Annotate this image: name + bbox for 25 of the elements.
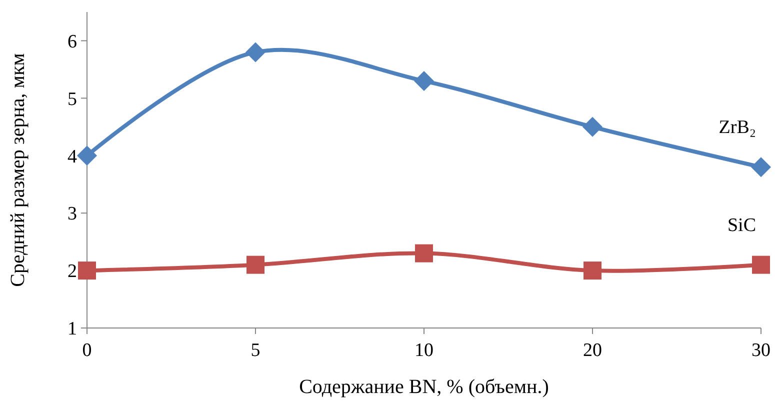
y-axis-title: Средний размер зерна, мкм [7, 52, 29, 287]
y-tick-label: 1 [68, 318, 77, 340]
point [582, 116, 602, 137]
point [246, 256, 264, 274]
point [584, 262, 602, 280]
y-tick-label: 6 [68, 31, 77, 52]
point [752, 256, 770, 274]
point [78, 262, 96, 280]
series-label: ZrB₂ [718, 117, 756, 138]
x-tick-label: 10 [414, 340, 434, 361]
x-tick-label: 30 [752, 340, 770, 361]
y-tick-label: 5 [68, 88, 77, 110]
y-tick-label: 4 [68, 146, 78, 168]
point [77, 146, 97, 166]
x-axis-title: Содержание BN, % (объемн.) [299, 376, 549, 398]
x-tick-label: 5 [250, 340, 260, 361]
point [415, 244, 433, 262]
x-tick-label: 20 [583, 340, 602, 361]
series-label: SiC [727, 214, 756, 236]
y-tick-label: 2 [68, 261, 77, 282]
x-tick-label: 0 [82, 340, 92, 361]
point [246, 42, 266, 62]
y-tick-label: 3 [68, 204, 77, 225]
point [414, 70, 434, 91]
point [751, 157, 771, 178]
